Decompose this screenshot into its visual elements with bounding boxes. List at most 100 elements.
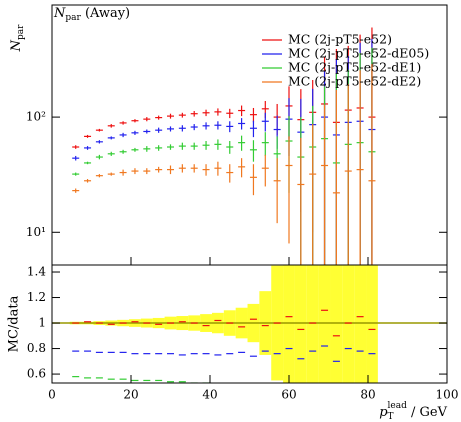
y-tick-label: 1.2 [27, 290, 46, 304]
error-point [261, 112, 269, 132]
y-tick-label: 10¹ [26, 225, 46, 239]
error-point [167, 126, 174, 132]
error-point [155, 127, 163, 133]
uncertainty-band [294, 265, 307, 383]
y-tick-label: 0.6 [27, 367, 46, 381]
x-label-rest: / GeV [407, 405, 448, 420]
legend-label: MC (2j-pT5-e52) [288, 32, 392, 47]
error-point [214, 161, 222, 176]
error-point [238, 158, 246, 178]
error-point [107, 151, 115, 156]
x-tick-label: 40 [202, 388, 217, 402]
error-point [214, 121, 222, 130]
error-point [190, 164, 198, 173]
error-point [226, 121, 234, 133]
error-point [72, 172, 80, 176]
title-sub: par [65, 13, 81, 23]
y-tick-label: 10² [26, 110, 46, 124]
error-point [95, 154, 103, 160]
error-point [84, 179, 92, 183]
error-point [155, 115, 163, 120]
error-point [131, 147, 139, 152]
error-point [119, 169, 127, 176]
legend: MC (2j-pT5-e52)MC (2j-pT5-e52-dE05)MC (2… [262, 32, 429, 89]
error-point [238, 105, 246, 117]
error-point [273, 158, 281, 224]
error-point [356, 70, 364, 265]
error-point [167, 165, 174, 175]
error-point [119, 149, 127, 154]
error-point [143, 129, 151, 134]
uncertainty-band [306, 265, 319, 383]
error-point [321, 104, 329, 265]
uncertainty-band [283, 265, 295, 383]
error-point [249, 107, 257, 123]
error-point [249, 120, 257, 138]
ratio-y-label: MC/data [7, 295, 22, 352]
error-point [167, 113, 174, 119]
uncertainty-band [330, 265, 343, 383]
error-point [167, 144, 174, 150]
y-label: Npar [9, 24, 26, 53]
error-point [285, 136, 293, 244]
y-label-sub: par [16, 24, 26, 40]
error-point [202, 164, 210, 176]
error-point [202, 109, 210, 117]
error-point [368, 64, 376, 265]
error-point [84, 146, 92, 150]
error-point [84, 161, 92, 165]
x-label-sub: T [388, 412, 394, 422]
error-point [238, 135, 246, 151]
error-point [214, 108, 222, 116]
error-point [95, 128, 103, 132]
error-point [202, 141, 210, 150]
x-tick-label: 100 [436, 388, 459, 402]
error-point [261, 154, 269, 187]
error-point [107, 136, 115, 140]
error-point [155, 145, 163, 151]
title-rest: (Away) [81, 6, 130, 21]
error-point [249, 140, 257, 162]
error-point [119, 132, 127, 138]
y-label-main: N [9, 39, 24, 52]
legend-label: MC (2j-pT5-e52-dE1) [288, 60, 421, 75]
error-point [226, 164, 234, 183]
y-tick-label: 0.8 [27, 341, 46, 355]
error-point [261, 132, 269, 156]
error-point [214, 139, 222, 150]
error-point [131, 168, 139, 175]
error-point [178, 142, 186, 150]
error-point [72, 145, 80, 149]
error-point [143, 117, 151, 122]
error-point [344, 83, 352, 265]
error-point [178, 164, 186, 173]
y-tick-label: 1.4 [27, 265, 46, 279]
legend-label: MC (2j-pT5-e52-dE05) [288, 46, 429, 61]
y-tick-label: 1 [38, 316, 46, 330]
error-point [202, 122, 210, 130]
uncertainty-band [354, 265, 367, 383]
error-point [131, 130, 139, 135]
x-tick-label: 0 [48, 388, 56, 402]
error-point [190, 142, 198, 150]
error-point [226, 141, 234, 154]
top-panel [72, 27, 376, 265]
axes: 10¹ 10² 0.6 0.8 1 1.2 1.4 0 20 40 60 80 100 [26, 110, 459, 402]
x-tick-label: 80 [360, 388, 375, 402]
x-label-sup: lead [388, 401, 408, 411]
error-point [119, 121, 127, 125]
error-point [332, 89, 340, 265]
ratio-frame [51, 264, 448, 384]
legend-label: MC (2j-pT5-e52-dE2) [288, 74, 421, 89]
error-point [95, 174, 103, 178]
ratio-panel [52, 265, 447, 383]
x-tick-label: 60 [281, 388, 296, 402]
error-point [107, 172, 115, 176]
error-point [238, 118, 246, 130]
x-label-main: p [379, 405, 388, 420]
uncertainty-band [318, 265, 331, 383]
error-point [72, 155, 80, 161]
error-point [190, 124, 198, 131]
error-point [84, 134, 92, 138]
